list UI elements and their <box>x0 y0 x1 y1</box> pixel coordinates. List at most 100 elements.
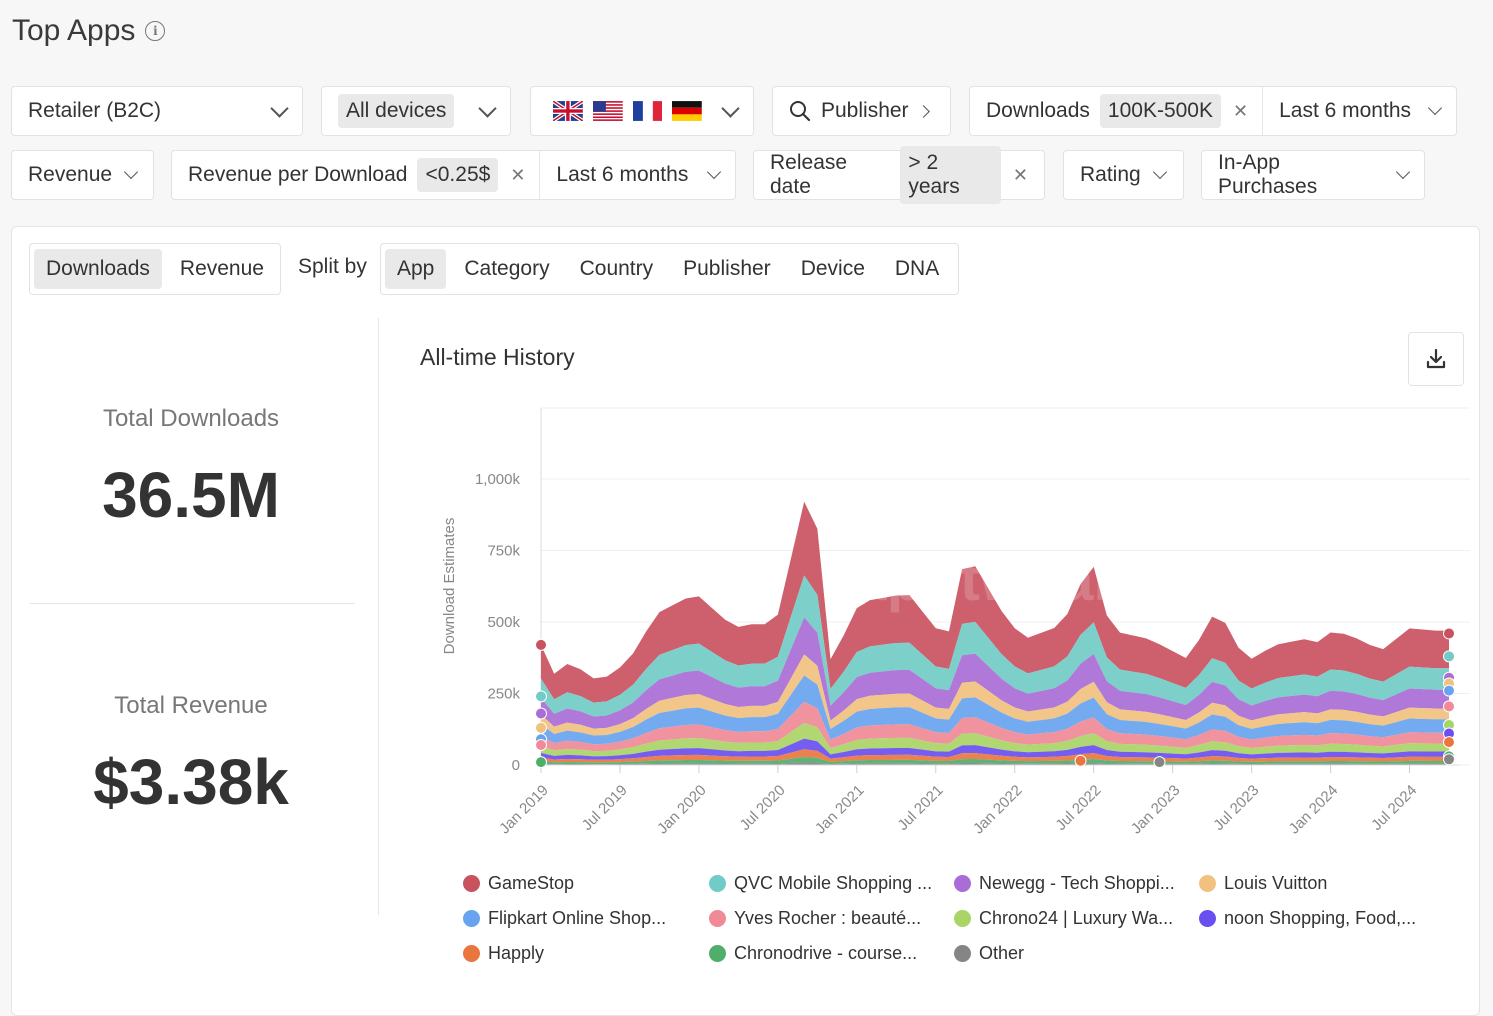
close-icon[interactable]: ✕ <box>1012 164 1028 185</box>
downloads-filter[interactable]: Downloads 100K-500K ✕ Last 6 months <box>969 86 1457 136</box>
area-flipkart-online-shop <box>541 675 1449 745</box>
download-button[interactable] <box>1408 332 1464 386</box>
x-tick-label: Jan 2020 <box>654 782 710 838</box>
series-marker <box>1443 736 1455 749</box>
downloads-filter-label: Downloads <box>986 99 1090 122</box>
y-tick-label: 500k <box>487 614 520 631</box>
series-marker <box>535 756 547 769</box>
area-yves-rocher-beaut <box>541 701 1449 752</box>
legend-item[interactable]: Other <box>954 943 1024 964</box>
release-date-value: > 2 years <box>900 146 1001 204</box>
area-gamestop <box>541 501 1449 703</box>
series-marker <box>535 707 547 720</box>
series-marker <box>535 638 547 651</box>
x-tick-label: Jan 2022 <box>970 782 1026 838</box>
downloads-period-label: Last 6 months <box>1279 99 1411 122</box>
x-tick-label: Jan 2019 <box>496 782 552 838</box>
x-tick-label: Jan 2021 <box>812 782 868 838</box>
y-tick-label: 250k <box>487 686 520 703</box>
legend-item[interactable]: GameStop <box>463 873 574 894</box>
rating-filter[interactable]: Rating <box>1063 150 1184 200</box>
legend-item[interactable]: QVC Mobile Shopping ... <box>709 873 932 894</box>
legend-dot-icon <box>463 910 480 927</box>
series-marker <box>535 690 547 703</box>
x-tick-label: Jul 2019 <box>579 782 631 834</box>
legend-item[interactable]: Happly <box>463 943 544 964</box>
legend-label: Louis Vuitton <box>1224 873 1328 893</box>
series-marker <box>535 721 547 734</box>
legend-dot-icon <box>954 945 971 962</box>
download-icon <box>1426 348 1446 369</box>
legend-label: Yves Rocher : beauté... <box>734 908 922 928</box>
in-app-purchases-filter[interactable]: In-App Purchases <box>1201 150 1425 200</box>
legend-item[interactable]: Louis Vuitton <box>1199 873 1327 894</box>
revenue-filter[interactable]: Revenue <box>11 150 154 200</box>
y-tick-label: 1,000k <box>475 471 521 488</box>
category-filter[interactable]: Retailer (B2C) <box>11 86 303 136</box>
y-tick-label: 750k <box>487 543 520 560</box>
series-marker <box>1153 756 1166 769</box>
metric-tabs: Downloads Revenue <box>29 243 281 295</box>
tab-split-app[interactable]: App <box>385 249 447 289</box>
legend-item[interactable]: Chronodrive - course... <box>709 943 917 964</box>
legend-label: Chrono24 | Luxury Wa... <box>979 908 1174 928</box>
kpi-divider <box>30 603 355 604</box>
info-icon[interactable]: i <box>145 21 166 41</box>
x-tick-label: Jul 2023 <box>1210 782 1262 834</box>
close-icon[interactable]: ✕ <box>510 164 526 185</box>
revenue-per-download-filter[interactable]: Revenue per Download <0.25$ ✕ Last 6 mon… <box>171 150 736 200</box>
tab-split-device[interactable]: Device <box>800 257 865 280</box>
legend-dot-icon <box>709 910 726 927</box>
legend-item[interactable]: noon Shopping, Food,... <box>1199 908 1416 929</box>
publisher-filter[interactable]: Publisher <box>772 86 951 136</box>
split-tabs: App Category Country Publisher Device DN… <box>380 243 959 295</box>
total-downloads-label: Total Downloads <box>102 405 280 432</box>
panel-divider <box>378 318 379 915</box>
rpd-filter-value: <0.25$ <box>417 158 499 192</box>
legend-dot-icon <box>463 875 480 892</box>
tab-split-category[interactable]: Category <box>464 257 550 280</box>
uk-flag-icon <box>553 101 583 121</box>
legend-item[interactable]: Flipkart Online Shop... <box>463 908 666 929</box>
close-icon[interactable]: ✕ <box>1233 100 1249 121</box>
de-flag-icon <box>672 101 703 121</box>
area-qvc-mobile-shopping <box>541 575 1449 717</box>
rpd-period-label: Last 6 months <box>556 163 689 186</box>
x-tick-label: Jul 2024 <box>1368 782 1420 834</box>
area-louis-vuitton <box>541 654 1449 736</box>
downloads-filter-value: 100K-500K <box>1099 94 1221 128</box>
page-title: Top Apps <box>12 14 136 47</box>
rpd-period-select[interactable]: Last 6 months <box>539 151 735 199</box>
legend-label: noon Shopping, Food,... <box>1224 908 1417 928</box>
tab-revenue[interactable]: Revenue <box>179 257 264 280</box>
us-flag-icon <box>592 101 623 121</box>
downloads-period-select[interactable]: Last 6 months <box>1262 87 1456 135</box>
tab-downloads[interactable]: Downloads <box>34 249 162 289</box>
release-date-label: Release date <box>770 151 848 198</box>
x-tick-label: Jan 2023 <box>1128 782 1184 838</box>
legend-dot-icon <box>954 875 971 892</box>
area-chrono24-luxury-wa <box>541 722 1449 757</box>
legend-label: QVC Mobile Shopping ... <box>734 873 933 893</box>
tab-split-dna[interactable]: DNA <box>894 257 940 280</box>
y-axis-label: Download Estimates <box>441 518 458 655</box>
x-tick-label: Jan 2024 <box>1286 782 1342 838</box>
devices-filter[interactable]: All devices <box>321 86 511 136</box>
legend-item[interactable]: Newegg - Tech Shoppi... <box>954 873 1175 894</box>
release-date-filter[interactable]: Release date > 2 years ✕ <box>753 146 1045 204</box>
rating-filter-label: Rating <box>1080 163 1141 186</box>
total-revenue-value: $3.38k <box>93 746 289 818</box>
chart-title: All-time History <box>420 344 575 370</box>
area-noon-shopping-food <box>541 738 1449 760</box>
split-by-label: Split by <box>298 255 367 278</box>
series-marker <box>1443 684 1455 697</box>
tab-split-country[interactable]: Country <box>579 257 654 280</box>
x-tick-label: Jul 2021 <box>894 782 946 834</box>
legend-item[interactable]: Yves Rocher : beauté... <box>709 908 921 929</box>
category-filter-label: Retailer (B2C) <box>28 99 162 122</box>
legend-item[interactable]: Chrono24 | Luxury Wa... <box>954 908 1173 929</box>
country-filter[interactable] <box>530 86 754 136</box>
fr-flag-icon <box>632 101 663 121</box>
tab-split-publisher[interactable]: Publisher <box>683 257 771 280</box>
